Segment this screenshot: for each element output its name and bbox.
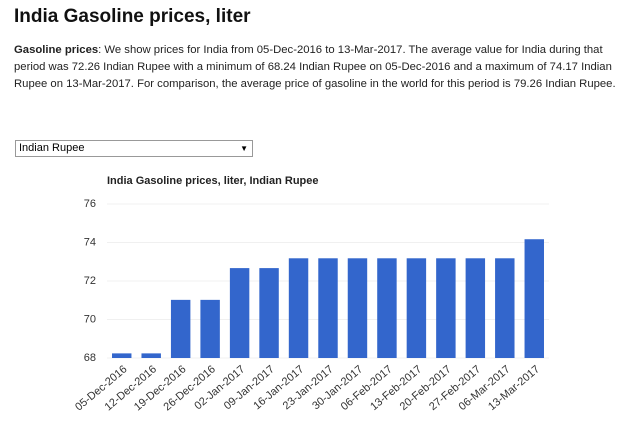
bar	[377, 258, 397, 358]
select-value: Indian Rupee	[19, 142, 85, 154]
bar	[170, 299, 191, 358]
bar	[112, 353, 132, 358]
y-tick-label: 76	[84, 198, 96, 210]
description-text: : We show prices for India from 05-Dec-2…	[14, 44, 616, 90]
bar	[465, 258, 486, 358]
y-tick-label: 72	[84, 275, 96, 287]
bar	[495, 258, 515, 358]
page-title: India Gasoline prices, liter	[14, 6, 251, 27]
bar	[406, 258, 427, 358]
currency-select[interactable]: Indian Rupee ▼	[15, 140, 253, 157]
chart-title: India Gasoline prices, liter, Indian Rup…	[107, 175, 319, 187]
y-tick-label: 70	[84, 313, 96, 325]
y-tick-label: 68	[84, 352, 96, 364]
bar	[318, 258, 338, 358]
description-lead: Gasoline prices	[14, 44, 99, 56]
bar	[259, 268, 279, 358]
description: Gasoline prices: We show prices for Indi…	[14, 42, 618, 93]
bar	[141, 353, 161, 358]
y-tick-label: 74	[84, 236, 96, 248]
bar	[200, 299, 220, 358]
bar	[524, 239, 544, 358]
bar	[229, 268, 250, 358]
bar	[288, 258, 309, 358]
select-arrow: ▼	[240, 144, 248, 153]
bar	[347, 258, 368, 358]
bar	[436, 258, 456, 358]
